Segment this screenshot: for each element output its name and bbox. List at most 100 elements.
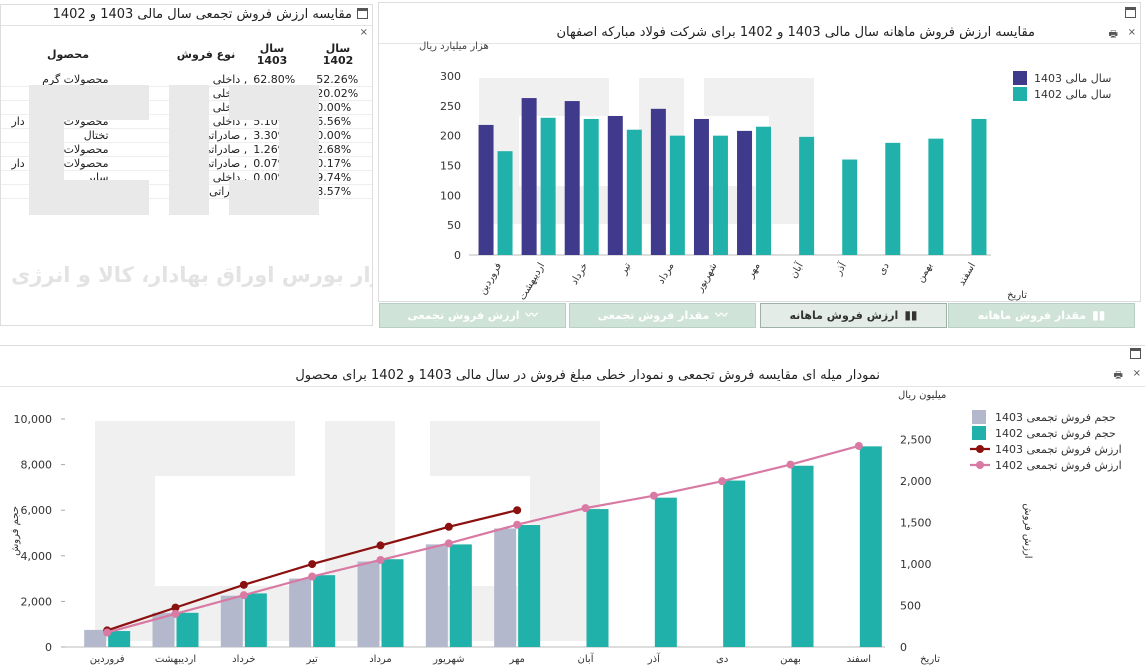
cell-product: تختال <box>1 128 112 143</box>
header-product[interactable]: محصول <box>46 48 90 61</box>
print-icon[interactable]: 🖶 <box>1108 29 1118 40</box>
x-tick-label: شهریور <box>432 654 464 665</box>
line-point <box>239 580 248 589</box>
tab-cumulative-quantity[interactable]: مقدار فروش تجمعی 〰 <box>569 303 756 328</box>
tab-label: ارزش فروش تجمعی <box>407 309 520 322</box>
bar-chart-icon: ▮▮ <box>904 308 918 322</box>
y2-tick-label: 1,500 <box>900 517 932 530</box>
print-icon[interactable]: 🖶 <box>1113 370 1123 381</box>
bar-volume-1402 <box>381 559 404 647</box>
cell-1402: 9.74% <box>313 170 372 185</box>
cell-1402: 0.17% <box>313 156 372 171</box>
legend-swatch <box>972 426 986 440</box>
table-row[interactable]: محصولات پوشش دار صادراتی , 0.07% 0.17% <box>1 156 372 171</box>
x-tick-label: مهر <box>508 654 524 665</box>
cell-product: تختال <box>1 100 112 115</box>
cell-type: داخلی , <box>111 170 251 185</box>
bar-1402 <box>712 135 728 255</box>
cumulative-sales-chart: 0 2,000 4,000 6,000 8,000 10,000 حجم فروش 0 500 1… <box>10 390 1122 665</box>
clear-filter-icon[interactable]: ⨯ <box>359 27 368 38</box>
line-value-1402 <box>106 444 860 634</box>
legend-swatch <box>1013 87 1027 101</box>
table-panel-title: مقایسه ارزش فروش تجمعی سال مالی 1403 و 1… <box>1 5 372 26</box>
x-tick-label: تیر <box>618 261 634 277</box>
x-tick-label: مرداد <box>369 654 392 665</box>
bar-1402 <box>756 126 772 255</box>
x-tick-label: بهمن <box>780 654 801 665</box>
tab-monthly-value[interactable]: ارزش فروش ماهانه ▮▮ <box>760 303 947 328</box>
bar-1402 <box>971 118 987 256</box>
bar-volume-1403 <box>152 612 175 647</box>
clear-filter-icon[interactable]: ⨯ <box>1127 27 1136 38</box>
cell-1403: 1.26% <box>250 142 314 157</box>
line-point <box>103 628 112 637</box>
x-tick-label: دی <box>716 654 728 665</box>
table-row[interactable]: تختال داخلی , 8.66% 0.00% <box>1 100 372 115</box>
y-tick-label: 200 <box>440 130 461 143</box>
cell-type: صادراتی , <box>111 142 251 157</box>
x-tick-label: تیر <box>306 654 319 665</box>
cell-1403: 5.10% <box>250 114 314 129</box>
header-type[interactable]: نوع فروش <box>176 48 236 61</box>
x-tick-label: شهریور <box>694 261 720 294</box>
tab-monthly-quantity[interactable]: مقدار فروش ماهانه ▮▮ <box>948 303 1135 328</box>
maximize-icon[interactable] <box>357 8 368 19</box>
cell-1402: 0.00% <box>313 128 372 143</box>
tab-cumulative-value[interactable]: ارزش فروش تجمعی 〰 <box>379 303 566 328</box>
bar-volume-1402 <box>518 525 541 647</box>
clear-filter-icon[interactable]: ⨯ <box>1132 368 1141 379</box>
line-point <box>239 591 248 600</box>
table-row[interactable]: محصولات گرم داخلی , 62.80% 52.26% <box>1 73 372 87</box>
line-point <box>171 609 180 618</box>
bar-1402 <box>626 129 642 255</box>
line-point <box>718 477 727 486</box>
y-tick-label: 150 <box>440 160 461 173</box>
y-tick-label: 8,000 <box>21 459 53 472</box>
cumulative-chart-title: نمودار میله ای مقایسه فروش تجمعی و نمودا… <box>0 366 1145 387</box>
header-1403[interactable]: سال 1403 <box>256 42 288 67</box>
y-tick-label: 6,000 <box>21 504 53 517</box>
table-row[interactable]: تختال صادراتی , 3.30% 0.00% <box>1 128 372 143</box>
bar-volume-1403 <box>357 561 380 647</box>
table-row[interactable]: محصولات سرد داخلی , 18.80% 20.02% <box>1 86 372 101</box>
cell-type: صادراتی <box>111 184 251 199</box>
bar-1402 <box>540 117 556 256</box>
line-point <box>854 441 863 450</box>
cell-1403: 0.00% <box>250 184 314 199</box>
x-tick-label: فروردین <box>477 261 504 297</box>
y-tick-label: 100 <box>440 189 461 202</box>
cell-type: داخلی , <box>111 73 251 87</box>
x-tick-label: فروردین <box>90 654 125 665</box>
bar-volume-1402 <box>176 612 199 647</box>
table-row[interactable]: محصولات گرم صادراتی , 1.26% 2.68% <box>1 142 372 157</box>
cell-1402: 6.56% <box>313 114 372 129</box>
bar-volume-1402 <box>313 575 336 647</box>
legend-label: ارزش فروش تجمعی 1403 <box>995 443 1122 456</box>
y-tick-label: 4,000 <box>21 550 53 563</box>
x-tick-label: آذر <box>831 259 849 278</box>
legend-label: ارزش فروش تجمعی 1402 <box>995 459 1122 472</box>
x-tick-label: خرداد <box>232 654 255 665</box>
y-tick-label: 50 <box>447 219 461 232</box>
bar-1403 <box>693 118 709 256</box>
x-axis-label: تاریخ <box>920 654 940 665</box>
table-row[interactable]: سایر صادراتی 0.00% 8.57% <box>1 184 372 199</box>
bar-volume-1403 <box>84 629 107 647</box>
monthly-chart-panel: مقایسه ارزش فروش ماهانه سال مالی 1403 و … <box>378 2 1141 302</box>
maximize-icon[interactable] <box>1125 7 1136 18</box>
bar-1403 <box>478 124 494 255</box>
table-row[interactable]: محصولات پوشش دار داخلی , 5.10% 6.56% <box>1 114 372 129</box>
cell-product: محصولات پوشش دار <box>1 114 112 129</box>
header-1402[interactable]: سال 1402 <box>322 42 354 67</box>
table-row[interactable]: سایر داخلی , 0.00% 9.74% <box>1 170 372 185</box>
cell-1403: 0.07% <box>250 156 314 171</box>
line-point <box>171 603 180 612</box>
line-point <box>376 555 385 564</box>
maximize-icon[interactable] <box>1130 348 1141 359</box>
bar-volume-1402 <box>449 544 472 647</box>
legend-swatch <box>976 461 984 469</box>
legend-label: حجم فروش تجمعی 1402 <box>995 427 1116 440</box>
cell-1403: 8.66% <box>250 100 314 115</box>
y-tick-label: 300 <box>440 70 461 83</box>
cell-1403: 18.80% <box>250 86 314 101</box>
